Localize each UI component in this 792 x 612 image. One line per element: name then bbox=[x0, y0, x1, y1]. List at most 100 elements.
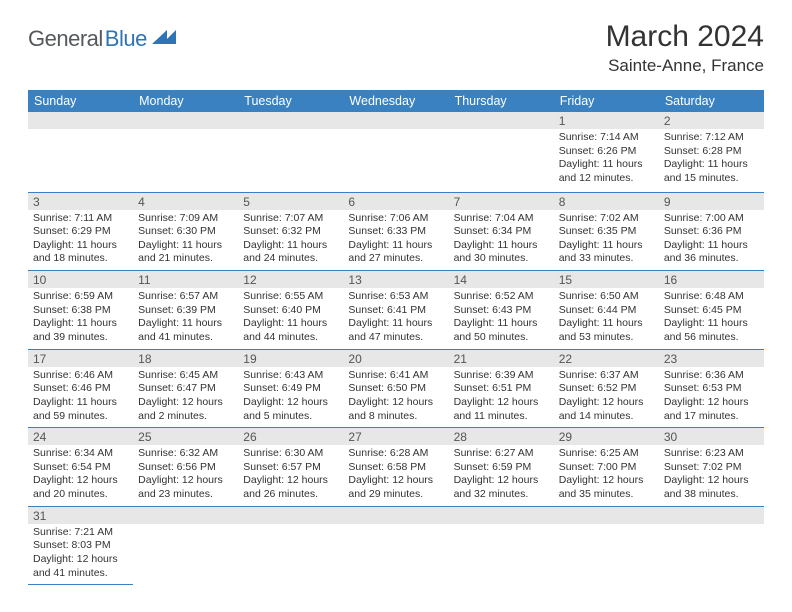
day-number: 15 bbox=[554, 271, 659, 288]
brand-logo: General Blue bbox=[28, 26, 177, 52]
sunset-line: Sunset: 6:30 PM bbox=[138, 225, 233, 239]
day-body: Sunrise: 7:14 AMSunset: 6:26 PMDaylight:… bbox=[554, 129, 659, 190]
sunrise-line: Sunrise: 6:37 AM bbox=[559, 369, 654, 383]
day-number: 8 bbox=[554, 193, 659, 210]
calendar-cell bbox=[238, 112, 343, 192]
calendar-cell bbox=[133, 112, 238, 192]
daylight-line: Daylight: 12 hours and 23 minutes. bbox=[138, 474, 233, 501]
calendar-cell bbox=[554, 506, 659, 585]
sunrise-line: Sunrise: 6:41 AM bbox=[348, 369, 443, 383]
sunrise-line: Sunrise: 6:50 AM bbox=[559, 290, 654, 304]
calendar-cell: 9Sunrise: 7:00 AMSunset: 6:36 PMDaylight… bbox=[659, 192, 764, 271]
calendar-cell: 27Sunrise: 6:28 AMSunset: 6:58 PMDayligh… bbox=[343, 428, 448, 507]
day-number-empty bbox=[343, 112, 448, 129]
calendar-cell bbox=[28, 112, 133, 192]
day-number: 10 bbox=[28, 271, 133, 288]
sunrise-line: Sunrise: 6:53 AM bbox=[348, 290, 443, 304]
sunrise-line: Sunrise: 7:04 AM bbox=[454, 212, 549, 226]
sunset-line: Sunset: 6:57 PM bbox=[243, 461, 338, 475]
day-number-empty bbox=[238, 112, 343, 129]
day-number: 9 bbox=[659, 193, 764, 210]
day-number: 16 bbox=[659, 271, 764, 288]
header: General Blue March 2024 Sainte-Anne, Fra… bbox=[28, 20, 764, 76]
day-number-empty bbox=[449, 112, 554, 129]
calendar-cell: 6Sunrise: 7:06 AMSunset: 6:33 PMDaylight… bbox=[343, 192, 448, 271]
day-body: Sunrise: 6:25 AMSunset: 7:00 PMDaylight:… bbox=[554, 445, 659, 506]
daylight-line: Daylight: 11 hours and 36 minutes. bbox=[664, 239, 759, 266]
calendar-cell: 31Sunrise: 7:21 AMSunset: 8:03 PMDayligh… bbox=[28, 506, 133, 585]
sunset-line: Sunset: 6:26 PM bbox=[559, 145, 654, 159]
daylight-line: Daylight: 11 hours and 30 minutes. bbox=[454, 239, 549, 266]
calendar-cell: 7Sunrise: 7:04 AMSunset: 6:34 PMDaylight… bbox=[449, 192, 554, 271]
sunset-line: Sunset: 6:46 PM bbox=[33, 382, 128, 396]
daylight-line: Daylight: 12 hours and 2 minutes. bbox=[138, 396, 233, 423]
day-body: Sunrise: 7:04 AMSunset: 6:34 PMDaylight:… bbox=[449, 210, 554, 271]
day-number-empty bbox=[133, 112, 238, 129]
day-body: Sunrise: 7:21 AMSunset: 8:03 PMDaylight:… bbox=[28, 524, 133, 585]
sunrise-line: Sunrise: 6:55 AM bbox=[243, 290, 338, 304]
sunrise-line: Sunrise: 6:52 AM bbox=[454, 290, 549, 304]
day-number-empty bbox=[28, 112, 133, 129]
calendar-cell: 19Sunrise: 6:43 AMSunset: 6:49 PMDayligh… bbox=[238, 349, 343, 428]
day-number: 3 bbox=[28, 193, 133, 210]
day-body: Sunrise: 6:48 AMSunset: 6:45 PMDaylight:… bbox=[659, 288, 764, 349]
calendar-cell: 20Sunrise: 6:41 AMSunset: 6:50 PMDayligh… bbox=[343, 349, 448, 428]
day-number: 17 bbox=[28, 350, 133, 367]
sunrise-line: Sunrise: 7:07 AM bbox=[243, 212, 338, 226]
day-number-empty bbox=[238, 507, 343, 524]
day-number: 12 bbox=[238, 271, 343, 288]
calendar-cell bbox=[238, 506, 343, 585]
day-body: Sunrise: 7:12 AMSunset: 6:28 PMDaylight:… bbox=[659, 129, 764, 190]
day-number: 13 bbox=[343, 271, 448, 288]
weekday-header: Sunday bbox=[28, 90, 133, 112]
day-number: 31 bbox=[28, 507, 133, 524]
brand-general: General bbox=[28, 26, 103, 52]
day-body: Sunrise: 6:46 AMSunset: 6:46 PMDaylight:… bbox=[28, 367, 133, 428]
sunset-line: Sunset: 6:38 PM bbox=[33, 304, 128, 318]
daylight-line: Daylight: 11 hours and 33 minutes. bbox=[559, 239, 654, 266]
sunrise-line: Sunrise: 7:12 AM bbox=[664, 131, 759, 145]
sunrise-line: Sunrise: 7:06 AM bbox=[348, 212, 443, 226]
sunrise-line: Sunrise: 7:09 AM bbox=[138, 212, 233, 226]
sunrise-line: Sunrise: 6:27 AM bbox=[454, 447, 549, 461]
day-body: Sunrise: 6:43 AMSunset: 6:49 PMDaylight:… bbox=[238, 367, 343, 428]
calendar-cell: 28Sunrise: 6:27 AMSunset: 6:59 PMDayligh… bbox=[449, 428, 554, 507]
weekday-header: Saturday bbox=[659, 90, 764, 112]
day-number: 4 bbox=[133, 193, 238, 210]
calendar-table: SundayMondayTuesdayWednesdayThursdayFrid… bbox=[28, 90, 764, 585]
sunset-line: Sunset: 6:52 PM bbox=[559, 382, 654, 396]
calendar-cell bbox=[449, 506, 554, 585]
day-number-empty bbox=[554, 507, 659, 524]
sunrise-line: Sunrise: 7:21 AM bbox=[33, 526, 128, 540]
sunrise-line: Sunrise: 6:28 AM bbox=[348, 447, 443, 461]
sunrise-line: Sunrise: 6:34 AM bbox=[33, 447, 128, 461]
day-number: 18 bbox=[133, 350, 238, 367]
sunset-line: Sunset: 6:51 PM bbox=[454, 382, 549, 396]
calendar-cell: 15Sunrise: 6:50 AMSunset: 6:44 PMDayligh… bbox=[554, 271, 659, 350]
day-number: 26 bbox=[238, 428, 343, 445]
sunset-line: Sunset: 6:35 PM bbox=[559, 225, 654, 239]
sunrise-line: Sunrise: 6:59 AM bbox=[33, 290, 128, 304]
calendar-cell: 23Sunrise: 6:36 AMSunset: 6:53 PMDayligh… bbox=[659, 349, 764, 428]
weekday-header: Monday bbox=[133, 90, 238, 112]
day-number: 7 bbox=[449, 193, 554, 210]
daylight-line: Daylight: 12 hours and 41 minutes. bbox=[33, 553, 128, 580]
day-number: 28 bbox=[449, 428, 554, 445]
daylight-line: Daylight: 12 hours and 26 minutes. bbox=[243, 474, 338, 501]
sunrise-line: Sunrise: 6:25 AM bbox=[559, 447, 654, 461]
day-number-empty bbox=[343, 507, 448, 524]
day-body: Sunrise: 6:34 AMSunset: 6:54 PMDaylight:… bbox=[28, 445, 133, 506]
day-body: Sunrise: 7:09 AMSunset: 6:30 PMDaylight:… bbox=[133, 210, 238, 271]
sunset-line: Sunset: 6:33 PM bbox=[348, 225, 443, 239]
daylight-line: Daylight: 11 hours and 53 minutes. bbox=[559, 317, 654, 344]
calendar-cell: 3Sunrise: 7:11 AMSunset: 6:29 PMDaylight… bbox=[28, 192, 133, 271]
calendar-cell: 4Sunrise: 7:09 AMSunset: 6:30 PMDaylight… bbox=[133, 192, 238, 271]
calendar-cell: 22Sunrise: 6:37 AMSunset: 6:52 PMDayligh… bbox=[554, 349, 659, 428]
day-body: Sunrise: 7:11 AMSunset: 6:29 PMDaylight:… bbox=[28, 210, 133, 271]
day-number: 25 bbox=[133, 428, 238, 445]
calendar-cell bbox=[449, 112, 554, 192]
calendar-body: 1Sunrise: 7:14 AMSunset: 6:26 PMDaylight… bbox=[28, 112, 764, 585]
day-body: Sunrise: 7:07 AMSunset: 6:32 PMDaylight:… bbox=[238, 210, 343, 271]
sunrise-line: Sunrise: 6:57 AM bbox=[138, 290, 233, 304]
day-body: Sunrise: 6:37 AMSunset: 6:52 PMDaylight:… bbox=[554, 367, 659, 428]
